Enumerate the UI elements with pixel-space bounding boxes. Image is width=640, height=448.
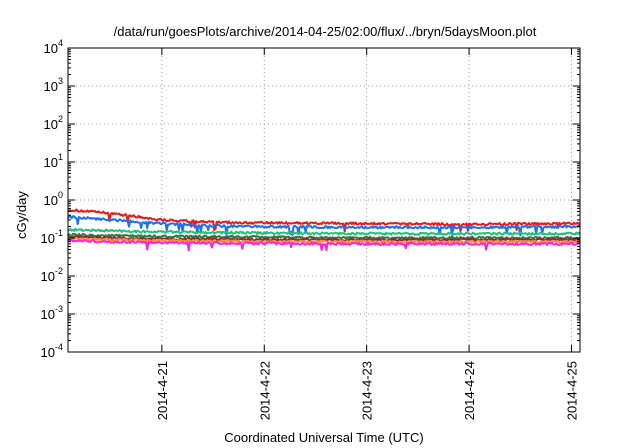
y-tick-label: 10-4 — [41, 342, 63, 360]
axis-ticks — [68, 47, 580, 353]
series-line — [67, 236, 581, 244]
x-tick-labels: 2014-4-21 2014-4-22 2014-4-23 2014-4-24 2014… — [155, 361, 580, 420]
y-axis-label: cGy/day — [14, 191, 29, 239]
series-layer — [67, 208, 581, 252]
y-tick-label: 100 — [44, 190, 63, 208]
y-tick-label: 102 — [44, 114, 63, 132]
series-line — [67, 227, 581, 236]
x-axis-label: Coordinated Universal Time (UTC) — [224, 430, 423, 445]
y-tick-label: 10-1 — [41, 228, 63, 246]
series-line — [67, 215, 581, 237]
series-line — [67, 239, 581, 252]
y-tick-label: 101 — [44, 152, 63, 170]
grid-lines — [68, 48, 580, 352]
x-tick-label: 2014-4-24 — [462, 361, 477, 420]
x-tick-label: 2014-4-22 — [257, 361, 272, 420]
y-tick-labels: 10-4 10-3 10-2 10-1 100 101 102 103 104 — [41, 38, 63, 360]
y-tick-label: 104 — [44, 38, 63, 56]
x-tick-label: 2014-4-23 — [360, 361, 375, 420]
series-line — [67, 208, 581, 233]
y-tick-label: 10-2 — [41, 266, 63, 284]
y-tick-label: 10-3 — [41, 304, 63, 322]
x-tick-label: 2014-4-21 — [155, 361, 170, 420]
chart-title: /data/run/goesPlots/archive/2014-04-25/0… — [114, 24, 537, 39]
x-tick-label: 2014-4-25 — [564, 361, 579, 420]
y-tick-label: 103 — [44, 76, 63, 94]
